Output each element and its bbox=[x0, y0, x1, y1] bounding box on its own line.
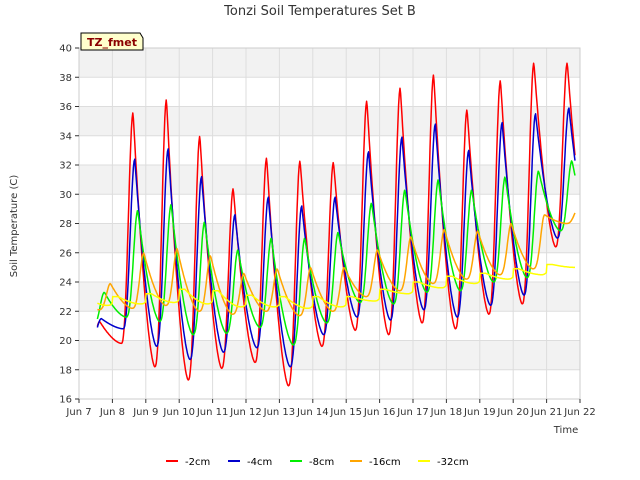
y-axis-label: Soil Temperature (C) bbox=[9, 175, 20, 278]
x-tick-label: Jun 10 bbox=[162, 407, 195, 418]
series-line-neg2cm bbox=[96, 62, 576, 387]
y-tick-label: 28 bbox=[59, 219, 72, 230]
y-tick-label: 16 bbox=[59, 395, 72, 406]
legend-item: -4cm bbox=[228, 457, 272, 468]
station-badge: TZ_fmet bbox=[80, 32, 144, 51]
y-axis-ticks: 16 18 20 22 24 26 28 30 32 34 36 38 40 bbox=[59, 44, 79, 406]
x-tick-label: Jun 9 bbox=[132, 407, 158, 418]
legend-item: -8cm bbox=[290, 457, 334, 468]
y-tick-label: 34 bbox=[59, 131, 72, 142]
x-tick-label: Jun 16 bbox=[363, 407, 396, 418]
plot-band bbox=[79, 340, 580, 370]
legend-label: -32cm bbox=[437, 457, 469, 468]
x-tick-label: Jun 17 bbox=[396, 407, 429, 418]
legend-label: -16cm bbox=[369, 457, 401, 468]
x-tick-label: Jun 22 bbox=[563, 407, 596, 418]
x-tick-label: Jun 12 bbox=[229, 407, 262, 418]
badge-text: TZ_fmet bbox=[87, 36, 137, 49]
plot-band bbox=[79, 106, 580, 136]
x-axis-ticks: Jun 7 Jun 8 Jun 9 Jun 10 Jun 11 Jun 12 Jun 13 J… bbox=[65, 399, 596, 418]
x-tick-label: Jun 8 bbox=[99, 407, 125, 418]
series-layer bbox=[96, 62, 576, 387]
plot-band bbox=[79, 48, 580, 78]
y-tick-label: 24 bbox=[59, 278, 72, 289]
series-line-neg4cm bbox=[96, 107, 576, 368]
x-tick-label: Jun 20 bbox=[496, 407, 529, 418]
y-tick-label: 20 bbox=[59, 336, 72, 347]
y-tick-label: 30 bbox=[59, 190, 72, 201]
series-line-neg16cm bbox=[97, 212, 576, 317]
x-tick-label: Jun 7 bbox=[65, 407, 91, 418]
x-tick-label: Jun 15 bbox=[329, 407, 362, 418]
series-line-neg8cm bbox=[96, 160, 576, 346]
legend-item: -16cm bbox=[350, 457, 401, 468]
series-line-neg32cm bbox=[97, 263, 576, 310]
x-tick-label: Jun 14 bbox=[296, 407, 329, 418]
y-tick-label: 40 bbox=[59, 44, 72, 55]
y-tick-label: 26 bbox=[59, 248, 72, 259]
chart-title: Tonzi Soil Temperatures Set B bbox=[223, 4, 416, 19]
x-tick-label: Jun 11 bbox=[196, 407, 229, 418]
x-tick-label: Jun 18 bbox=[430, 407, 463, 418]
badge-box bbox=[80, 32, 144, 51]
y-tick-label: 32 bbox=[59, 161, 72, 172]
x-tick-label: Jun 13 bbox=[263, 407, 296, 418]
legend: -2cm -4cm -8cm -16cm -32cm bbox=[166, 457, 469, 468]
y-tick-label: 22 bbox=[59, 307, 72, 318]
legend-label: -8cm bbox=[309, 457, 334, 468]
x-axis-label: Time bbox=[553, 425, 578, 436]
x-tick-label: Jun 19 bbox=[463, 407, 496, 418]
y-tick-label: 18 bbox=[59, 365, 72, 376]
x-tick-label: Jun 21 bbox=[530, 407, 563, 418]
y-tick-label: 36 bbox=[59, 102, 72, 113]
legend-item: -2cm bbox=[166, 457, 210, 468]
legend-label: -2cm bbox=[185, 457, 210, 468]
legend-label: -4cm bbox=[247, 457, 272, 468]
y-tick-label: 38 bbox=[59, 73, 72, 84]
legend-item: -32cm bbox=[418, 457, 469, 468]
